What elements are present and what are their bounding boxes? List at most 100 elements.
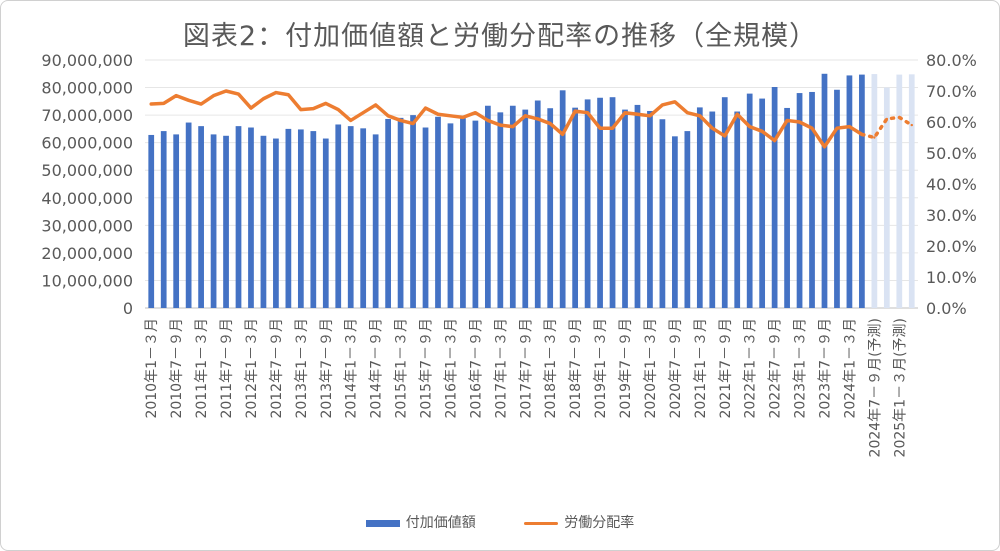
legend: 付加価値額 労働分配率 [0, 512, 1000, 532]
line-point [636, 113, 639, 116]
line-point [287, 93, 290, 96]
bar [896, 74, 903, 308]
right-tick-label: 10.0% [926, 268, 977, 287]
x-axis-labels: 2010年1－３月 2010年7－９月 2011年1－３月 2011年7－９月 2012… [144, 318, 908, 457]
line-point [686, 111, 689, 114]
x-tick-label: 2023年1－３月 [793, 318, 809, 419]
bar [148, 134, 155, 308]
x-tick-label: 2014年7－９月 [369, 318, 385, 419]
line-point [785, 119, 789, 122]
bar-series [148, 73, 915, 309]
bar [796, 93, 803, 308]
line-point [274, 91, 278, 94]
line-point [474, 111, 477, 114]
line-actual [149, 89, 864, 149]
x-tick-label: 2011年1－３月 [194, 318, 210, 419]
line-point [773, 139, 776, 142]
right-tick-label: 30.0% [926, 206, 977, 225]
right-tick-label: 40.0% [926, 175, 977, 194]
bar [647, 110, 653, 308]
bar [248, 127, 254, 308]
line-point [661, 103, 664, 107]
line-point [349, 119, 352, 122]
line-point [411, 122, 415, 125]
line-point [698, 114, 702, 118]
bar [335, 124, 342, 308]
bar [185, 122, 192, 308]
x-tick-label: 2024年1－３月 [842, 318, 858, 419]
bar [397, 117, 404, 308]
legend-bar-label: 付加価値額 [405, 515, 476, 531]
line-point [573, 109, 577, 113]
x-tick-label: 2019年1－３月 [593, 318, 609, 419]
x-tick-label: 2018年7－９月 [568, 318, 584, 419]
bar [634, 104, 641, 308]
x-tick-label: 2021年7－９月 [718, 318, 734, 419]
bar [759, 98, 766, 308]
line-point [673, 100, 677, 104]
bar [584, 99, 591, 308]
line-point [511, 125, 514, 128]
bar [809, 91, 815, 308]
right-tick-label: 50.0% [926, 144, 977, 163]
line-point [536, 117, 539, 121]
bar [497, 112, 504, 308]
bar [597, 97, 603, 308]
line-point [760, 130, 764, 133]
x-tick-label: 2021年1－３月 [693, 318, 709, 419]
x-tick-label: 2018年1－３月 [543, 318, 559, 419]
bar [572, 107, 579, 308]
bar [871, 74, 878, 308]
line-point [748, 125, 751, 128]
bar [709, 111, 716, 308]
line-point [187, 99, 190, 102]
bar [883, 87, 890, 308]
legend-item-bar: 付加価値額 [365, 512, 476, 532]
bar [210, 134, 217, 308]
x-tick-label: 2020年1－３月 [643, 318, 659, 419]
right-tick-label: 60.0% [926, 113, 977, 132]
bar [696, 107, 703, 308]
x-tick-label: 2013年1－３月 [294, 318, 310, 419]
line-point [324, 102, 327, 105]
bar [734, 111, 741, 308]
bar [784, 107, 790, 309]
line-point [873, 136, 876, 139]
bar [684, 131, 691, 308]
right-tick-label: 70.0% [926, 82, 977, 101]
line-point [199, 102, 203, 106]
line-point [449, 114, 452, 118]
line-point [262, 97, 265, 100]
line-point [623, 111, 627, 114]
bar [223, 135, 229, 308]
right-tick-label: 80.0% [926, 51, 977, 70]
bar [821, 73, 828, 309]
bar [509, 105, 516, 309]
line-point [549, 122, 552, 125]
chart-title: 図表2：付加価値額と労働分配率の推移（全規模） [182, 21, 818, 52]
bar [297, 129, 304, 308]
right-axis-ticks: 0.0% 10.0% 20.0% 30.0% 40.0% 50.0% 60.0% 70.0% 8… [926, 51, 977, 318]
bar [771, 87, 778, 308]
bar [547, 108, 554, 308]
left-tick-label: 0 [123, 299, 133, 318]
bar [559, 90, 566, 308]
line-point [810, 127, 814, 130]
bar [834, 89, 840, 308]
line-point [386, 114, 390, 118]
line-point [399, 119, 402, 122]
line-point [648, 114, 652, 118]
bar [385, 118, 391, 308]
line-point [312, 107, 315, 110]
line-series [149, 89, 914, 149]
line-point [898, 116, 901, 119]
left-tick-label: 40,000,000 [41, 189, 133, 208]
x-tick-label: 2023年7－９月 [817, 318, 833, 419]
line-point [374, 103, 377, 107]
left-tick-label: 80,000,000 [41, 79, 133, 98]
bar [347, 126, 354, 308]
x-tick-label: 2013年7－９月 [319, 318, 335, 419]
bar [235, 126, 242, 308]
line-point [299, 108, 303, 111]
